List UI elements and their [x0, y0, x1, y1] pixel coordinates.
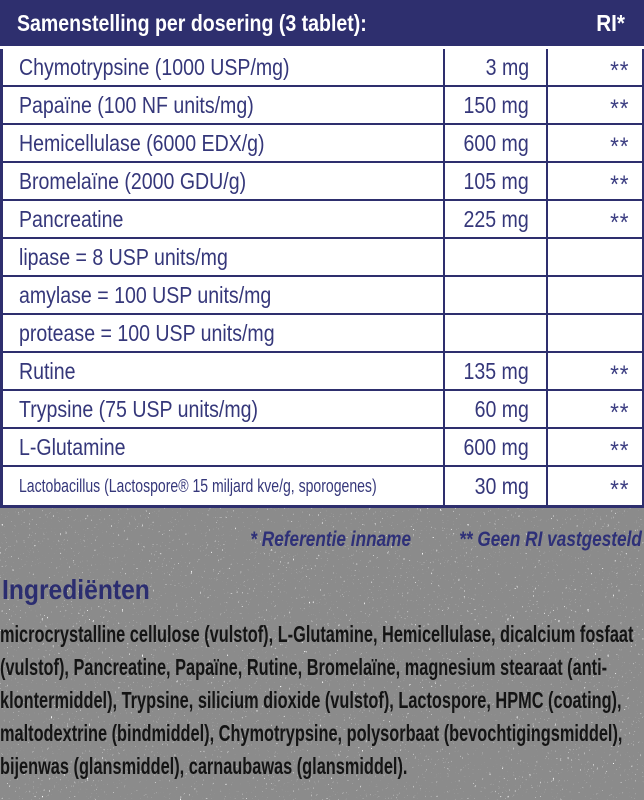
table-row: protease = 100 USP units/mg [3, 315, 642, 353]
amount-cell: 225 mg [443, 201, 546, 239]
ingredient-name-cell: Trypsine (75 USP units/mg) [3, 391, 443, 429]
ri-cell [546, 277, 642, 315]
amount-cell [443, 239, 546, 277]
table-header: Samenstelling per dosering (3 tablet): R… [0, 0, 644, 46]
ri-cell: ** [546, 429, 642, 467]
amount-cell: 135 mg [443, 353, 546, 391]
amount-cell: 600 mg [443, 429, 546, 467]
table-row: Rutine 135 mg ** [3, 353, 642, 391]
ri-cell: ** [546, 391, 642, 429]
ri-cell: ** [546, 163, 642, 201]
table-row: Trypsine (75 USP units/mg) 60 mg ** [3, 391, 642, 429]
table-row: lipase = 8 USP units/mg [3, 239, 642, 277]
amount-cell [443, 315, 546, 353]
ingredient-name-cell: Hemicellulase (6000 EDX/g) [3, 125, 443, 163]
ingredient-name: Pancreatine [19, 205, 124, 232]
amount-value: 150 mg [463, 91, 529, 118]
ri-cell: ** [546, 467, 642, 505]
ri-value: ** [609, 132, 629, 161]
ingredient-name-cell: protease = 100 USP units/mg [3, 315, 443, 353]
amount-cell: 30 mg [443, 467, 546, 505]
table-row: Papaïne (100 NF units/mg) 150 mg ** [3, 87, 642, 125]
amount-value: 60 mg [474, 395, 529, 422]
footnote-reference-intake: * Referentie inname [249, 528, 411, 551]
ingredients-heading: Ingrediënten [2, 574, 150, 605]
footnote-line: * Referentie inname ** Geen RI vastgeste… [0, 508, 644, 552]
ingredient-name-cell: Rutine [3, 353, 443, 391]
footnote-no-ri: ** Geen RI vastgesteld [459, 528, 642, 551]
ri-cell: ** [546, 49, 642, 87]
ingredient-name: protease = 100 USP units/mg [19, 319, 275, 346]
ri-value: ** [609, 360, 629, 389]
ri-value: ** [609, 436, 629, 465]
ingredient-name-cell: Papaïne (100 NF units/mg) [3, 87, 443, 125]
table-row: Hemicellulase (6000 EDX/g) 600 mg ** [3, 125, 642, 163]
table-row: Pancreatine 225 mg ** [3, 201, 642, 239]
ingredient-name: Chymotrypsine (1000 USP/mg) [19, 53, 290, 80]
dither-noise-texture [0, 508, 644, 800]
ingredient-name-cell: L-Glutamine [3, 429, 443, 467]
table-title: Samenstelling per dosering (3 tablet): [17, 9, 367, 36]
amount-value: 105 mg [463, 167, 529, 194]
ingredients-paragraph: microcrystalline cellulose (vulstof), L-… [0, 621, 634, 779]
ingredient-name: lipase = 8 USP units/mg [19, 243, 228, 270]
ingredient-name-cell: Lactobacillus (Lactospore® 15 miljard kv… [3, 467, 443, 505]
amount-cell: 150 mg [443, 87, 546, 125]
composition-table: Chymotrypsine (1000 USP/mg) 3 mg ** Papaïne… [0, 49, 644, 508]
ri-value: ** [609, 170, 629, 199]
ingredients-heading-row: Ingrediënten [0, 574, 644, 606]
ingredient-name: L-Glutamine [19, 433, 126, 460]
ingredient-name: Rutine [19, 357, 76, 384]
ri-cell: ** [546, 87, 642, 125]
ingredient-name: amylase = 100 USP units/mg [19, 281, 272, 308]
label-lower-section: * Referentie inname ** Geen RI vastgeste… [0, 508, 644, 800]
amount-cell: 105 mg [443, 163, 546, 201]
ri-value: ** [609, 56, 629, 85]
amount-cell: 600 mg [443, 125, 546, 163]
ri-value: ** [609, 475, 629, 504]
table-row: Chymotrypsine (1000 USP/mg) 3 mg ** [3, 49, 642, 87]
ingredient-name: Trypsine (75 USP units/mg) [19, 395, 259, 422]
ri-value: ** [609, 94, 629, 123]
table-row: Lactobacillus (Lactospore® 15 miljard kv… [3, 467, 642, 505]
ri-cell [546, 315, 642, 353]
amount-value: 30 mg [474, 472, 529, 499]
amount-cell: 3 mg [443, 49, 546, 87]
ingredient-name: Hemicellulase (6000 EDX/g) [19, 129, 265, 156]
amount-cell: 60 mg [443, 391, 546, 429]
table-row: amylase = 100 USP units/mg [3, 277, 642, 315]
ingredient-name-cell: Pancreatine [3, 201, 443, 239]
ingredient-name-cell: Bromelaïne (2000 GDU/g) [3, 163, 443, 201]
table-row: Bromelaïne (2000 GDU/g) 105 mg ** [3, 163, 642, 201]
amount-value: 3 mg [485, 53, 529, 80]
ingredient-name-cell: Chymotrypsine (1000 USP/mg) [3, 49, 443, 87]
amount-cell [443, 277, 546, 315]
ingredient-name-cell: amylase = 100 USP units/mg [3, 277, 443, 315]
amount-value: 600 mg [463, 433, 529, 460]
ri-column-header: RI* [596, 9, 625, 36]
table-row: L-Glutamine 600 mg ** [3, 429, 642, 467]
ri-cell: ** [546, 125, 642, 163]
amount-value: 225 mg [463, 205, 529, 232]
ri-value: ** [609, 398, 629, 427]
ingredient-name: Bromelaïne (2000 GDU/g) [19, 167, 247, 194]
ingredient-name-cell: lipase = 8 USP units/mg [3, 239, 443, 277]
ri-cell: ** [546, 201, 642, 239]
ri-cell [546, 239, 642, 277]
ri-value: ** [609, 208, 629, 237]
ingredient-name: Papaïne (100 NF units/mg) [19, 91, 254, 118]
ri-cell: ** [546, 353, 642, 391]
amount-value: 135 mg [463, 357, 529, 384]
ingredient-name: Lactobacillus (Lactospore® 15 miljard kv… [19, 475, 377, 496]
amount-value: 600 mg [463, 129, 529, 156]
